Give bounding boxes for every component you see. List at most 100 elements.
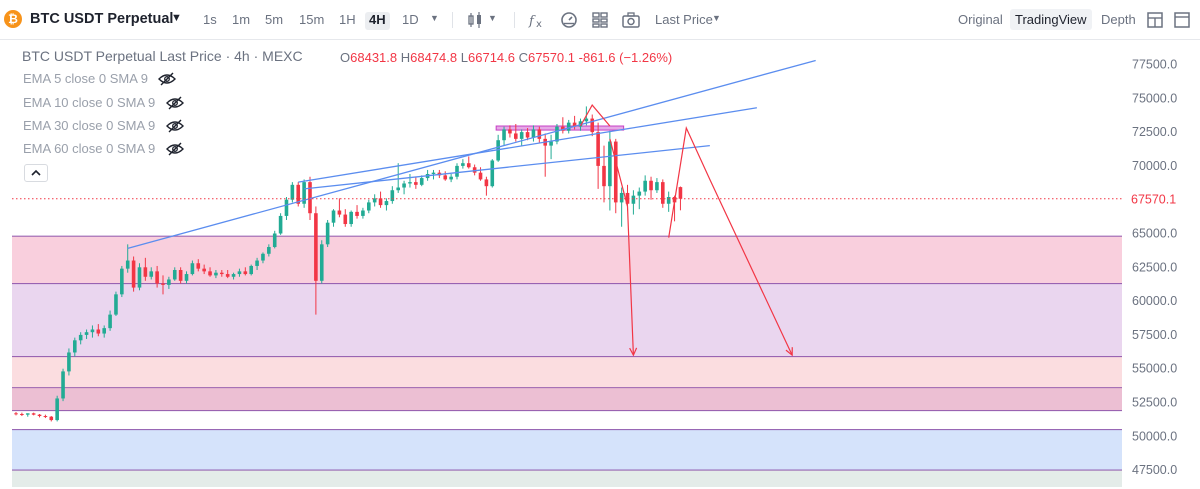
view-original-button[interactable]: Original <box>958 12 1003 27</box>
speedometer-icon[interactable] <box>559 10 579 30</box>
bitcoin-coin-icon: ₿ <box>4 10 22 28</box>
candle-body <box>302 182 306 204</box>
candle-body <box>572 122 577 127</box>
close-value: 67570.1 <box>528 50 576 65</box>
price-tick-label: 57500.0 <box>1132 328 1177 342</box>
timeframe-1h[interactable]: 1H <box>339 12 356 27</box>
candlestick-chart[interactable]: 77500.075000.072500.070000.067500.065000… <box>0 40 1200 489</box>
symbol-title[interactable]: BTC USDT Perpetual <box>30 11 174 27</box>
candle-body <box>90 329 95 333</box>
support-zone <box>12 429 1122 471</box>
svg-text:x: x <box>536 19 542 30</box>
eye-hidden-icon[interactable] <box>166 119 184 133</box>
projection-arrowhead <box>785 347 793 357</box>
candle-body <box>584 118 589 122</box>
candle-body <box>619 192 624 203</box>
candle-body <box>643 180 647 192</box>
high-label: H <box>400 50 411 65</box>
timeframe-dropdown-caret-icon[interactable]: ▼ <box>430 13 439 23</box>
candle-body <box>84 332 89 335</box>
symbol-dropdown-caret-icon[interactable]: ▼ <box>171 12 182 24</box>
candle-body <box>161 283 165 285</box>
candle-body <box>372 198 377 203</box>
eye-hidden-icon[interactable] <box>166 96 184 110</box>
panel-layout-icon[interactable] <box>1145 10 1165 30</box>
price-type-select[interactable]: Last Price <box>655 12 713 27</box>
layout-grid-icon[interactable] <box>590 10 610 30</box>
change-value: -861.6 (−1.26%) <box>578 50 673 65</box>
support-zone <box>12 283 1122 357</box>
eye-hidden-icon[interactable] <box>166 142 184 156</box>
view-tradingview-button[interactable]: TradingView <box>1010 9 1092 30</box>
projection-arrowhead <box>629 347 638 357</box>
candle-body <box>49 416 54 421</box>
resistance-zone <box>495 125 625 131</box>
candle-body <box>78 334 83 341</box>
indicator-ema-10[interactable]: EMA 10 close 0 SMA 9 <box>23 95 156 110</box>
candle-body <box>502 129 506 141</box>
support-zone <box>12 470 1122 487</box>
candle-body <box>178 270 183 281</box>
projection-path <box>609 138 634 356</box>
timeframe-1d[interactable]: 1D <box>402 12 419 27</box>
candle-body <box>290 184 295 200</box>
indicators-fx-icon[interactable]: f x <box>528 10 548 30</box>
candle-body <box>490 160 495 187</box>
candle-body <box>449 176 453 180</box>
chart-legend-title: BTC USDT Perpetual Last Price · 4h · MEX… <box>22 48 303 64</box>
svg-text:f: f <box>528 14 536 29</box>
chart-type-dropdown-caret-icon[interactable]: ▼ <box>488 13 497 23</box>
indicator-ema-30[interactable]: EMA 30 close 0 SMA 9 <box>23 118 156 133</box>
candle-body <box>455 165 459 177</box>
collapse-legend-button[interactable] <box>24 164 48 182</box>
candle-body <box>308 182 312 214</box>
candle-body <box>220 272 224 275</box>
price-type-caret-icon[interactable]: ▼ <box>712 13 721 23</box>
fullscreen-icon[interactable] <box>1172 10 1192 30</box>
candle-body <box>261 253 265 261</box>
price-tick-label: 70000.0 <box>1132 159 1177 173</box>
price-tick-label: 62500.0 <box>1132 260 1177 274</box>
candlestick-type-icon[interactable] <box>466 10 486 30</box>
candle-body <box>666 196 671 204</box>
candle-body <box>231 274 236 277</box>
candle-body <box>414 182 418 185</box>
candle-body <box>96 329 101 334</box>
indicator-ema-5[interactable]: EMA 5 close 0 SMA 9 <box>23 71 149 86</box>
price-tick-label: 47500.0 <box>1132 463 1177 477</box>
price-tick-label: 55000.0 <box>1132 362 1177 376</box>
price-axis[interactable] <box>1122 40 1200 489</box>
view-depth-button[interactable]: Depth <box>1101 12 1136 27</box>
camera-snapshot-icon[interactable] <box>621 10 641 30</box>
timeframe-15m[interactable]: 15m <box>299 12 325 27</box>
candle-body <box>243 271 248 275</box>
candle-body <box>237 271 242 275</box>
candle-body <box>390 190 395 202</box>
top-toolbar: ₿ BTC USDT Perpetual ▼ 1s 1m 5m 15m 1H 4… <box>0 0 1200 40</box>
candle-body <box>272 233 277 248</box>
candle-body <box>378 198 383 206</box>
candle-body <box>349 211 353 225</box>
timeframe-1m[interactable]: 1m <box>232 12 251 27</box>
candle-body <box>443 175 448 180</box>
timeframe-1s[interactable]: 1s <box>203 12 217 27</box>
indicator-ema-60[interactable]: EMA 60 close 0 SMA 9 <box>23 141 156 156</box>
candle-body <box>31 413 36 415</box>
toolbar-separator <box>452 12 453 28</box>
open-label: O <box>340 50 351 65</box>
candle-body <box>590 118 595 133</box>
candle-body <box>555 126 559 142</box>
candle-body <box>484 179 489 187</box>
timeframe-4h[interactable]: 4H <box>365 12 390 30</box>
close-label: C <box>518 50 529 65</box>
candle-body <box>314 213 318 281</box>
candle-body <box>478 172 483 180</box>
candle-body <box>202 268 206 272</box>
last-price-label: 67570.1 <box>1131 192 1176 206</box>
timeframe-5m[interactable]: 5m <box>265 12 284 27</box>
candle-body <box>613 141 618 203</box>
eye-hidden-icon[interactable] <box>158 72 176 86</box>
candle-body <box>67 352 71 372</box>
candle-body <box>172 270 177 280</box>
candle-body <box>678 187 683 199</box>
